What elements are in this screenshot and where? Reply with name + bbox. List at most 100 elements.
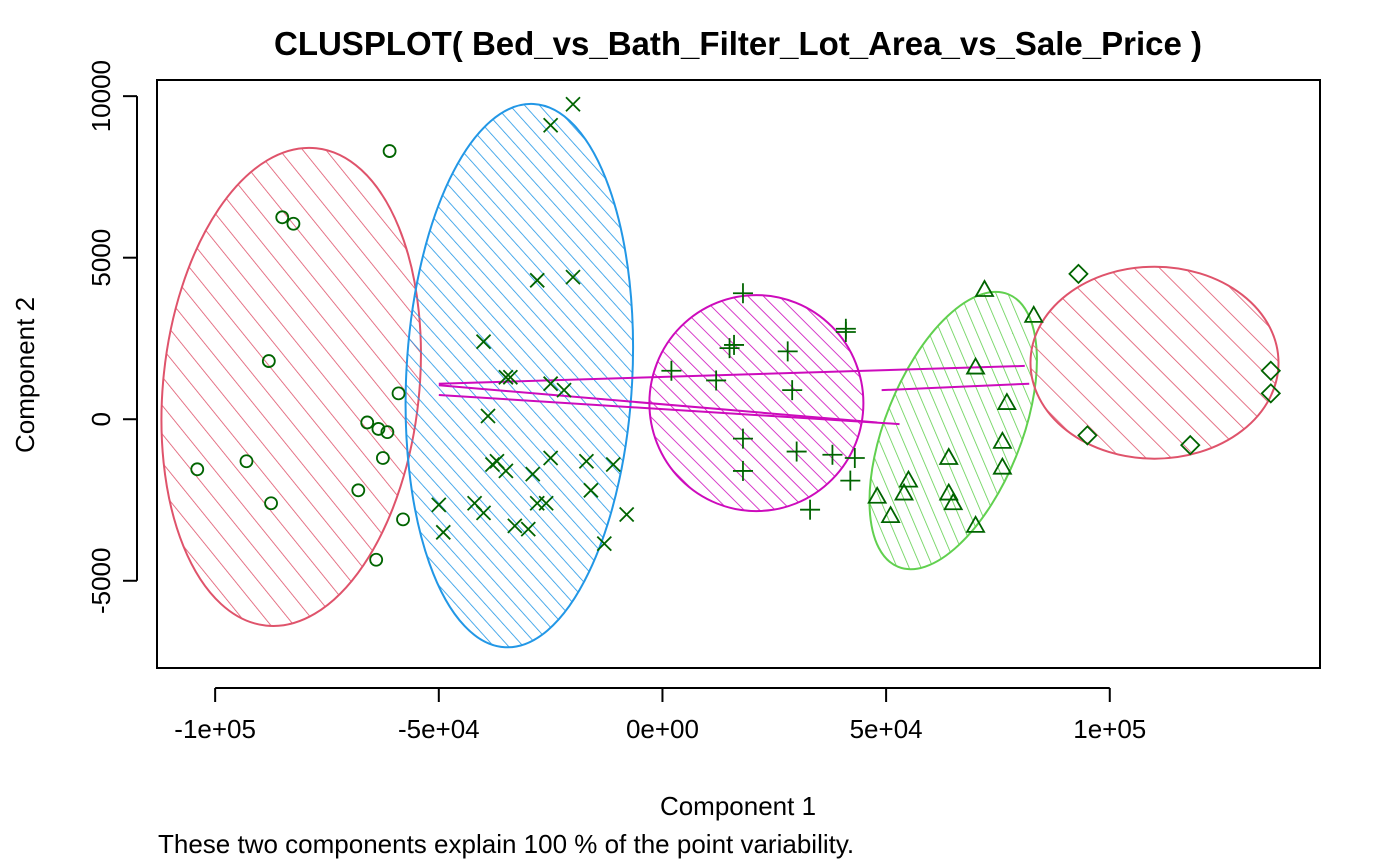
cluster-ellipse-2 — [404, 102, 635, 649]
point-x — [605, 456, 621, 473]
point-plus — [782, 380, 803, 401]
point-triangle — [898, 469, 919, 488]
data-points — [190, 96, 1282, 567]
y-tick-label: -5000 — [86, 548, 116, 615]
point-plus — [786, 441, 807, 462]
point-x — [480, 408, 496, 424]
point-triangle — [992, 456, 1013, 475]
point-circle — [286, 216, 301, 231]
point-triangle — [943, 492, 964, 511]
point-triangle — [974, 279, 995, 297]
chart-subtitle: These two components explain 100 % of th… — [158, 829, 854, 859]
point-triangle — [880, 505, 901, 524]
cluster-ellipse-3 — [648, 294, 865, 513]
y-tick-label: 10000 — [86, 60, 116, 132]
plot-frame — [156, 79, 1321, 669]
point-circle — [351, 483, 366, 498]
point-x — [498, 369, 514, 385]
point-triangle — [965, 356, 986, 375]
point-x — [525, 466, 541, 482]
cluster-ellipse-4 — [868, 290, 1038, 571]
point-x — [619, 506, 635, 523]
point-circle — [264, 496, 278, 511]
point-diamond — [1180, 434, 1201, 456]
point-triangle — [1023, 305, 1044, 323]
point-circle — [239, 454, 254, 469]
point-x — [556, 382, 572, 398]
connector-line-1 — [438, 364, 1025, 385]
point-x — [596, 535, 612, 552]
x-tick-label: -5e+04 — [398, 714, 480, 744]
x-axis: -1e+05 -5e+04 0e+00 5e+04 1e+05 — [174, 687, 1146, 744]
point-diamond — [1068, 263, 1089, 285]
point-plus — [777, 341, 798, 362]
point-x — [529, 272, 545, 288]
point-circle — [380, 425, 395, 440]
point-circle — [375, 451, 390, 465]
x-tick-label: 0e+00 — [626, 714, 699, 744]
cluster-ellipse-5 — [1029, 265, 1280, 460]
connector-line-2 — [438, 394, 900, 426]
x-tick-label: 1e+05 — [1073, 714, 1146, 744]
point-plus — [732, 460, 753, 481]
point-plus — [661, 360, 682, 381]
point-x — [484, 456, 501, 473]
point-plus — [719, 338, 740, 359]
point-x — [502, 369, 519, 385]
x-axis-label: Component 1 — [660, 791, 816, 821]
point-circle — [360, 415, 375, 430]
point-circle — [391, 386, 406, 401]
point-x — [542, 376, 559, 392]
point-plus — [732, 428, 753, 449]
point-plus — [844, 448, 865, 468]
point-x — [498, 463, 514, 479]
y-tick-label: 0 — [86, 412, 116, 426]
point-circle — [275, 210, 290, 225]
point-diamond — [1260, 383, 1282, 404]
point-plus — [800, 499, 821, 520]
point-triangle — [893, 482, 915, 501]
point-x — [475, 334, 492, 350]
point-x — [475, 505, 492, 521]
point-triangle — [996, 392, 1017, 410]
point-circle — [369, 552, 384, 567]
point-x — [578, 453, 595, 469]
point-plus — [840, 470, 861, 491]
point-x — [583, 482, 599, 498]
connector-line-3 — [438, 384, 878, 424]
point-diamond — [1260, 360, 1282, 382]
point-x — [431, 497, 447, 513]
point-x — [542, 450, 559, 466]
point-plus — [706, 370, 727, 391]
point-circle — [190, 462, 205, 477]
point-triangle — [938, 482, 959, 501]
point-diamond — [1077, 425, 1098, 446]
x-tick-label: -1e+05 — [174, 714, 256, 744]
point-circle — [382, 144, 397, 158]
point-x — [520, 521, 536, 537]
point-plus — [835, 322, 856, 342]
point-triangle — [867, 485, 888, 504]
point-triangle — [992, 431, 1013, 449]
point-plus — [724, 334, 745, 355]
point-x — [565, 269, 581, 285]
point-circle — [261, 354, 276, 368]
connector-line-4 — [881, 382, 1030, 392]
point-plus — [732, 283, 753, 304]
point-triangle — [965, 515, 986, 533]
point-plus — [822, 444, 843, 465]
point-x — [542, 117, 559, 133]
point-circle — [371, 422, 386, 436]
x-tick-label: 5e+04 — [850, 714, 923, 744]
y-axis: -5000 0 5000 10000 — [86, 60, 138, 615]
y-axis-label: Component 2 — [10, 297, 40, 453]
point-x — [565, 96, 581, 112]
y-tick-label: 5000 — [86, 229, 116, 287]
point-x — [507, 518, 523, 534]
point-x — [435, 524, 451, 540]
chart-title: CLUSPLOT( Bed_vs_Bath_Filter_Lot_Area_vs… — [274, 25, 1202, 62]
point-x — [538, 495, 554, 511]
cluster-connectors — [438, 364, 1030, 426]
point-triangle — [938, 447, 959, 465]
